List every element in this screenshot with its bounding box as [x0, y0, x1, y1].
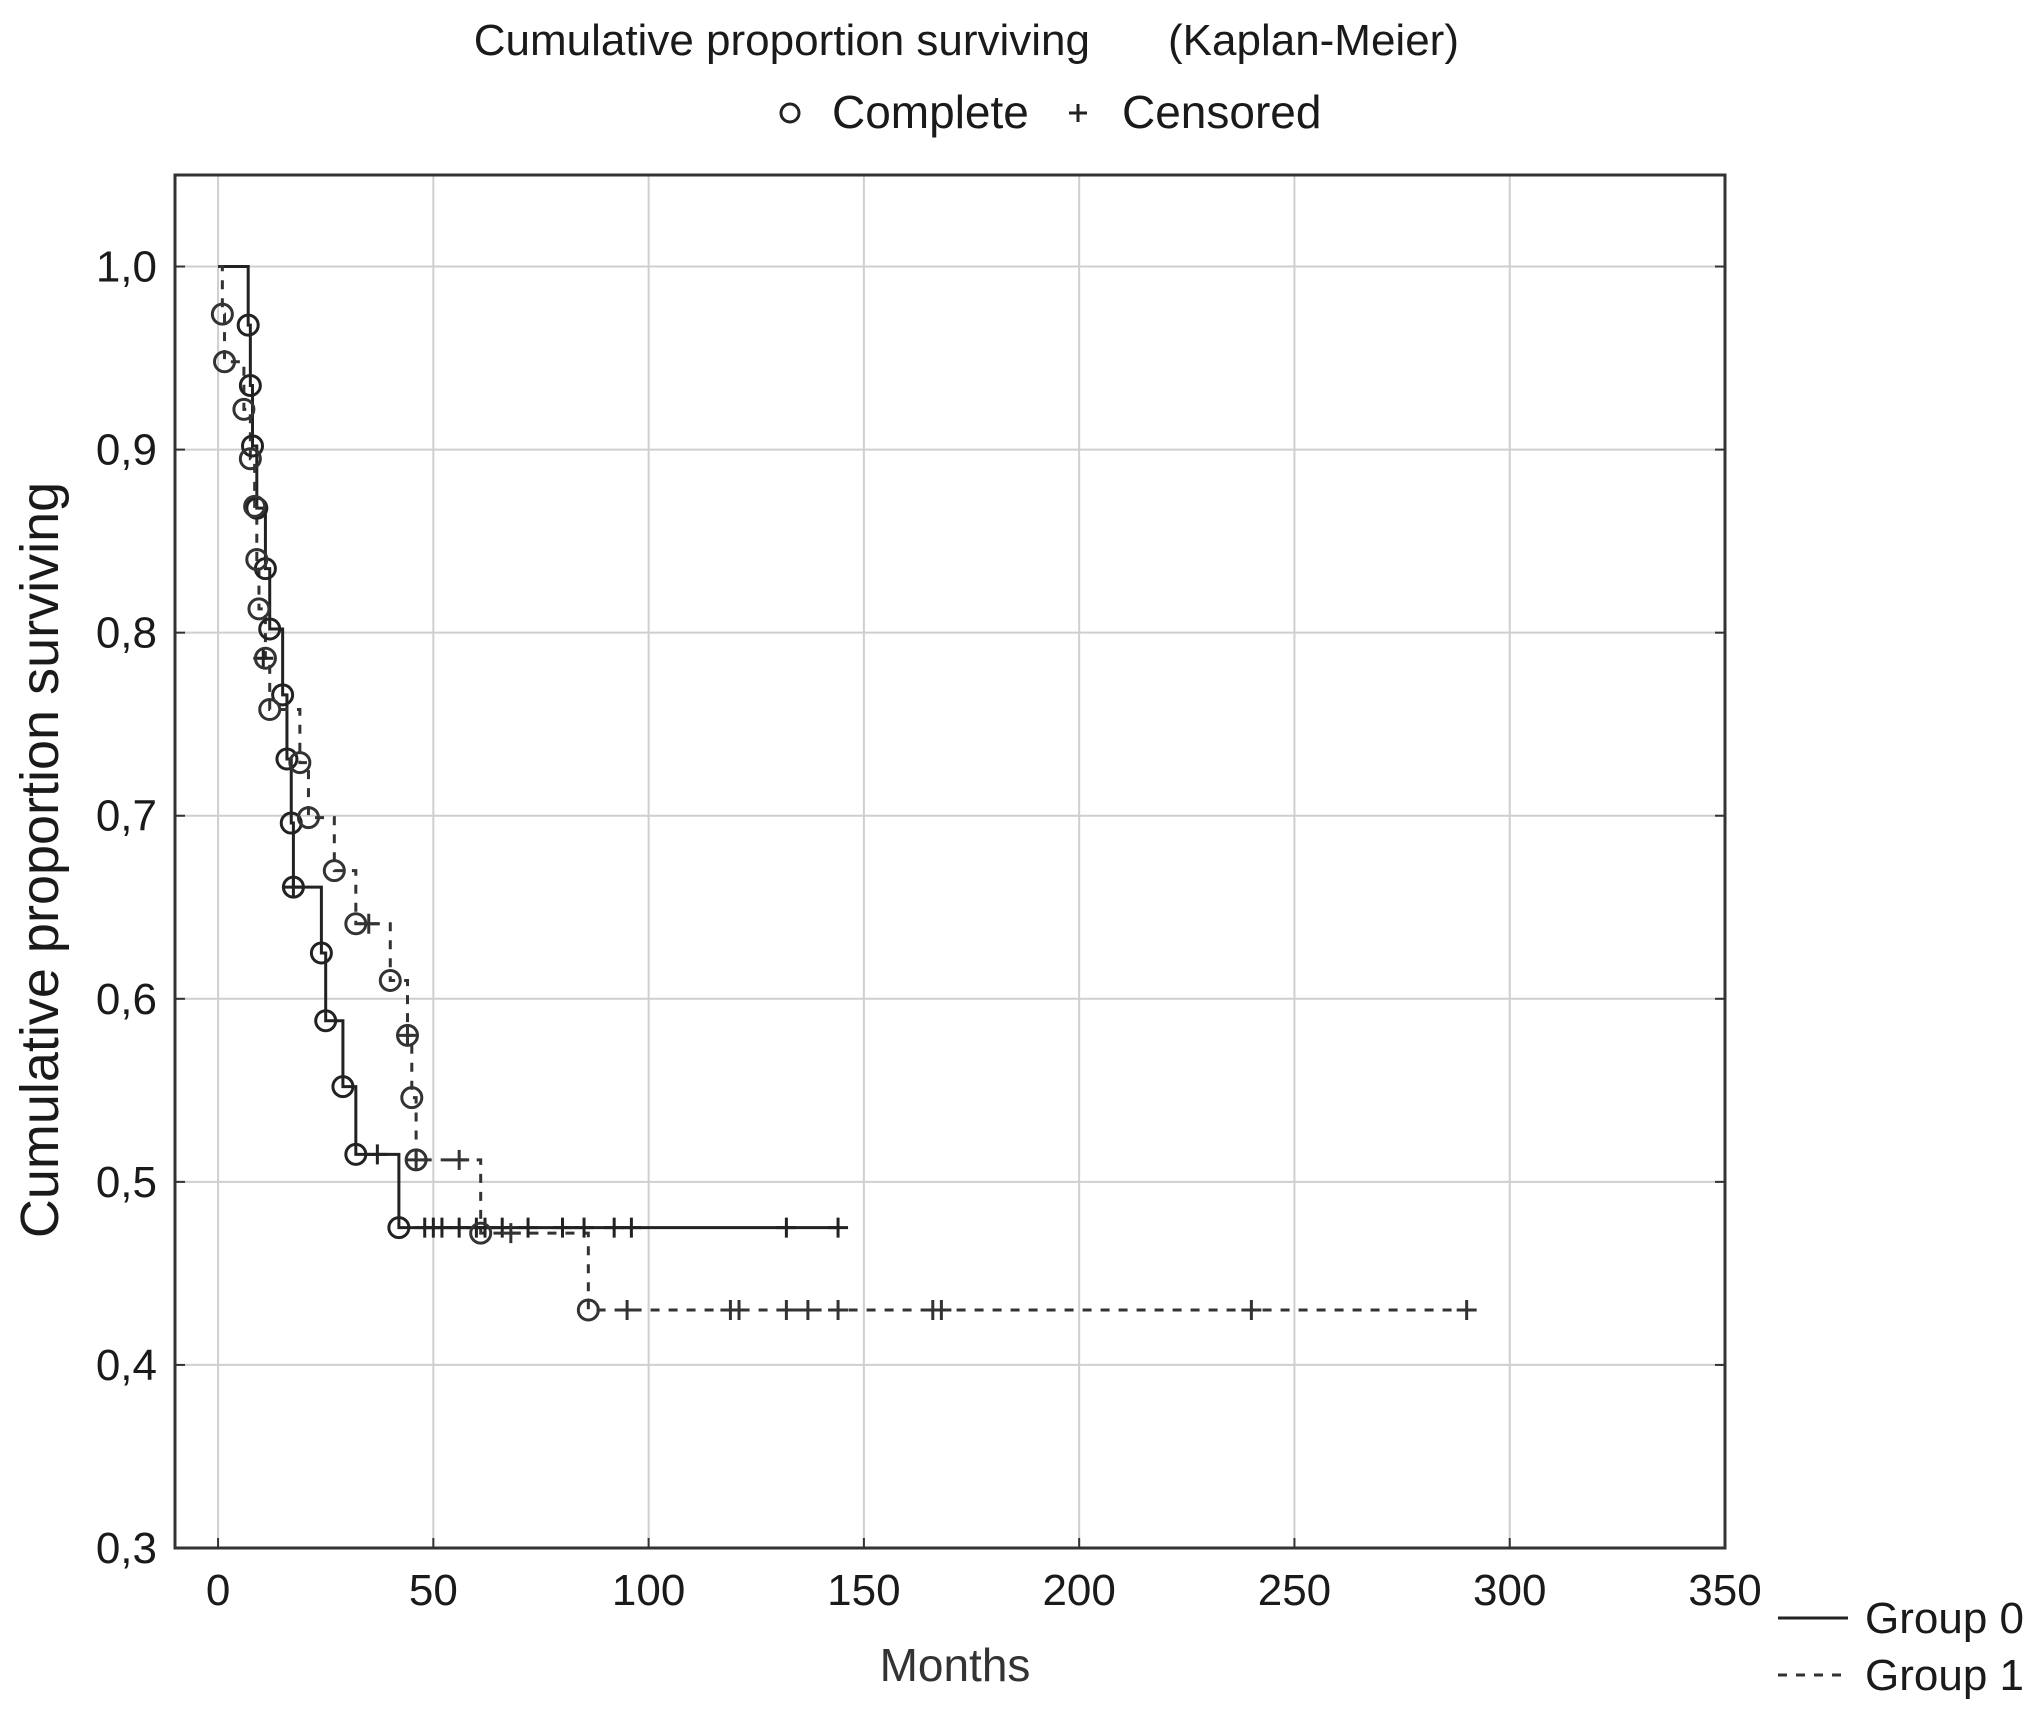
- complete-marker: [213, 350, 237, 374]
- x-tick-label: 0: [206, 1566, 230, 1615]
- y-axis-label: Cumulative proportion surviving: [10, 482, 70, 1238]
- x-tick-label: 200: [1042, 1566, 1115, 1615]
- x-tick-label: 350: [1688, 1566, 1761, 1615]
- censored-legend-marker: [1069, 104, 1087, 122]
- censored-marker: [1241, 1300, 1262, 1321]
- legend-label-group-1: Group 1: [1865, 1651, 2024, 1700]
- complete-marker: [378, 968, 402, 992]
- complete-marker: [243, 494, 267, 518]
- chart-title: Cumulative proportion surviving: [474, 16, 1090, 65]
- censored-marker: [449, 1149, 470, 1170]
- censored-marker: [617, 1300, 638, 1321]
- series-line-group-0: [218, 265, 839, 1230]
- complete-marker: [258, 698, 282, 722]
- censored-marker: [574, 1217, 595, 1238]
- complete-marker: [245, 547, 269, 571]
- complete-marker: [210, 302, 234, 326]
- censored-marker: [776, 1217, 797, 1238]
- censored-marker: [604, 1217, 625, 1238]
- series: [218, 265, 1467, 1312]
- complete-marker: [288, 751, 312, 775]
- axis-ticks: 0 50 100 150 200 250 300 350 0,3 0,4 0,5 0,6 0,7 0,8 0…: [96, 243, 1762, 1615]
- y-tick-label: 0,5: [96, 1158, 157, 1207]
- censored-marker: [358, 913, 379, 934]
- censored-marker: [367, 1144, 388, 1165]
- y-tick-label: 0,9: [96, 426, 157, 475]
- censored-marker: [518, 1217, 539, 1238]
- markers: [210, 302, 1477, 1322]
- censored-marker: [500, 1223, 521, 1244]
- censored-marker: [776, 1300, 797, 1321]
- complete-marker: [469, 1221, 493, 1245]
- y-tick-label: 0,3: [96, 1524, 157, 1573]
- complete-marker: [296, 806, 320, 830]
- censored-marker: [449, 1217, 470, 1238]
- plot-area: [173, 173, 1727, 1550]
- complete-marker: [232, 397, 256, 421]
- complete-marker: [238, 447, 262, 471]
- y-tick-label: 0,7: [96, 792, 157, 841]
- complete-marker: [400, 1086, 424, 1110]
- complete-marker: [236, 313, 260, 337]
- censored-marker: [406, 1149, 427, 1170]
- censored-marker: [1456, 1300, 1477, 1321]
- legend-label-group-0: Group 0: [1865, 1594, 2024, 1643]
- censored-marker: [797, 1300, 818, 1321]
- complete-marker: [258, 617, 282, 641]
- complete-marker: [241, 434, 264, 458]
- x-tick-label: 250: [1258, 1566, 1331, 1615]
- complete-legend-label: Complete: [832, 86, 1029, 138]
- censored-marker: [475, 1217, 495, 1238]
- complete-marker: [238, 374, 262, 398]
- x-tick-label: 50: [409, 1566, 458, 1615]
- censored-marker: [552, 1217, 573, 1238]
- complete-marker: [247, 597, 271, 621]
- x-tick-label: 100: [612, 1566, 685, 1615]
- y-tick-label: 1,0: [96, 243, 157, 292]
- x-tick-label: 300: [1473, 1566, 1546, 1615]
- censored-marker: [828, 1217, 849, 1238]
- censored-marker: [729, 1300, 750, 1321]
- complete-marker: [314, 1009, 338, 1033]
- complete-marker: [576, 1298, 600, 1322]
- complete-marker: [271, 683, 295, 707]
- y-tick-label: 0,6: [96, 975, 157, 1024]
- x-axis-label: Months: [880, 1639, 1031, 1691]
- censored-marker: [397, 1025, 418, 1046]
- complete-marker: [322, 859, 346, 883]
- series-legend: Group 0 Group 1: [1778, 1594, 2024, 1700]
- complete-marker: [275, 747, 299, 771]
- x-tick-label: 150: [827, 1566, 900, 1615]
- complete-marker: [309, 941, 333, 965]
- complete-marker: [344, 1142, 368, 1166]
- censored-marker: [828, 1300, 849, 1321]
- complete-marker: [245, 496, 269, 520]
- complete-marker: [387, 1216, 411, 1240]
- grid: [175, 175, 1725, 1548]
- censored-marker: [431, 1217, 452, 1238]
- complete-marker: [253, 646, 277, 670]
- complete-marker: [331, 1075, 355, 1099]
- censored-legend-label: Censored: [1122, 86, 1321, 138]
- series-line-group-1: [218, 265, 1467, 1312]
- y-tick-label: 0,4: [96, 1341, 157, 1390]
- censored-marker: [931, 1300, 952, 1321]
- censored-marker: [283, 877, 304, 898]
- censored-marker: [621, 1217, 642, 1238]
- chart-subtitle: (Kaplan-Meier): [1168, 16, 1459, 65]
- complete-legend-marker: [779, 102, 801, 124]
- y-tick-label: 0,8: [96, 609, 157, 658]
- censored-marker: [492, 1217, 513, 1238]
